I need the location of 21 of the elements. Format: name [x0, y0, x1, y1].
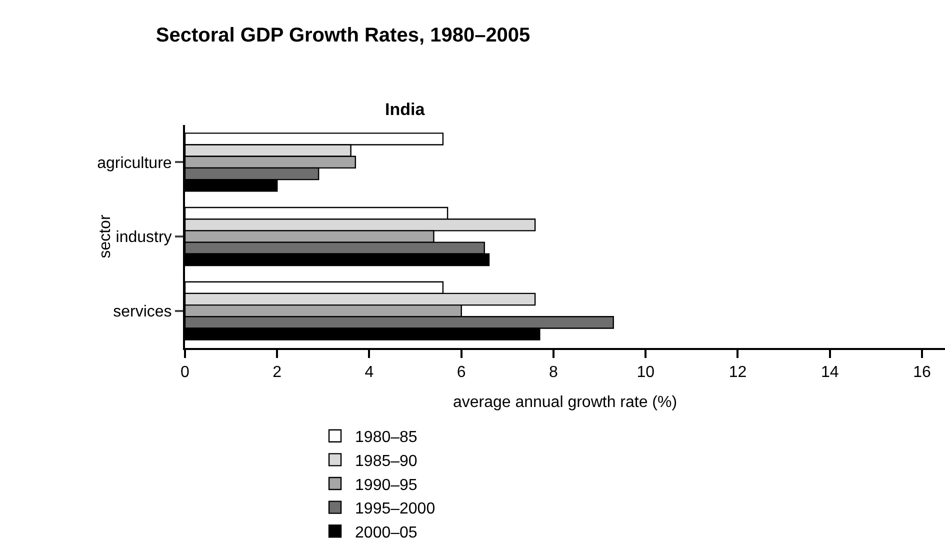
- y-tick-label: industry: [116, 229, 172, 246]
- x-tick-label: 12: [728, 364, 747, 382]
- legend-label: 2000–05: [355, 524, 418, 542]
- legend-label: 1990–95: [355, 476, 418, 494]
- x-tick-label: 2: [272, 364, 282, 382]
- x-tick-label: 16: [913, 364, 931, 382]
- x-tick-label: 6: [456, 364, 466, 382]
- x-tick-label: 8: [549, 364, 558, 382]
- y-tick-label: agriculture: [97, 154, 172, 172]
- legend-label: 1995–2000: [355, 500, 436, 518]
- chart-title: Sectoral GDP Growth Rates, 1980–2005: [156, 24, 530, 46]
- legend-label: 1980–85: [355, 429, 418, 446]
- x-tick-label: 14: [820, 364, 839, 382]
- legend-label: 1985–90: [355, 452, 418, 470]
- x-tick-label: 0: [180, 364, 190, 382]
- x-tick-label: 4: [364, 364, 374, 382]
- x-tick-label: 10: [636, 364, 655, 382]
- x-axis-title: average annual growth rate (%): [452, 394, 678, 411]
- chart-subtitle: India: [385, 100, 426, 119]
- y-axis-title: sector: [96, 214, 114, 258]
- y-tick-label: services: [113, 303, 172, 320]
